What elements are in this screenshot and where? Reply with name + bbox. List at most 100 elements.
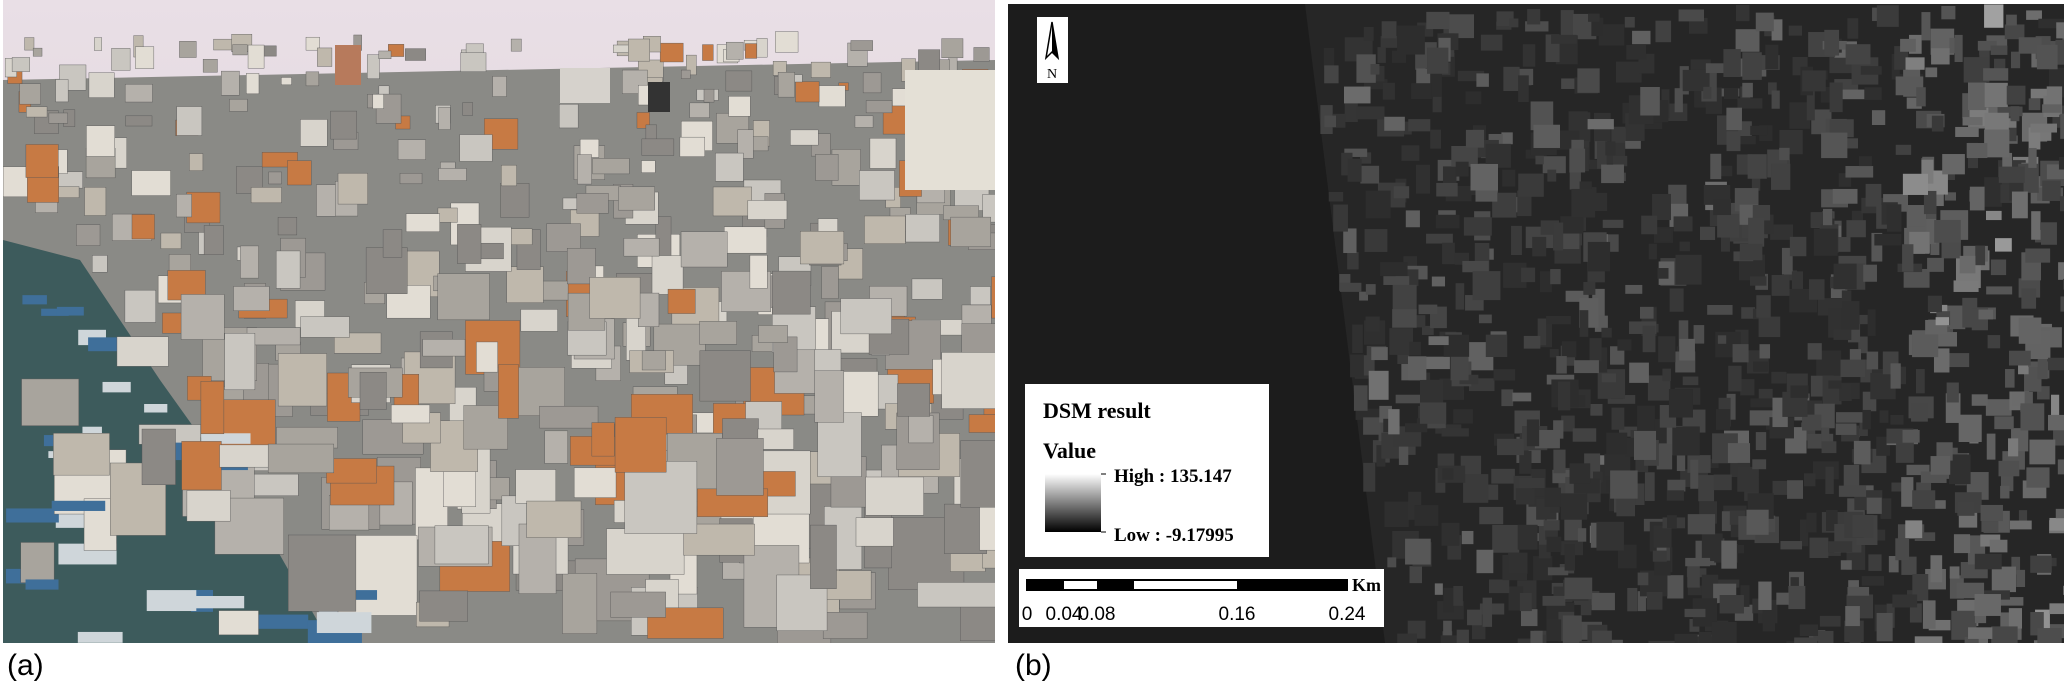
dsm-building [1833, 329, 1852, 340]
dsm-building [2005, 369, 2015, 388]
building [991, 276, 995, 319]
dsm-building [1577, 528, 1587, 542]
dsm-building [1488, 579, 1510, 594]
dsm-building [1909, 231, 1930, 254]
dsm-building [1765, 44, 1779, 70]
dsm-building [1771, 274, 1790, 296]
building [982, 194, 995, 223]
dsm-building [1397, 25, 1425, 55]
dsm-building [1656, 444, 1673, 470]
dsm-building [1726, 107, 1742, 131]
dsm-building [1990, 259, 2007, 276]
building [822, 612, 868, 639]
dsm-building [1462, 260, 1489, 273]
legend-subtitle: Value [1043, 438, 1096, 463]
dsm-building [1461, 530, 1474, 545]
dsm-building [1787, 480, 1804, 499]
dsm-building [1813, 630, 1834, 643]
building [667, 288, 696, 314]
dsm-building [1839, 383, 1852, 402]
building [679, 136, 705, 157]
building [462, 102, 473, 116]
dsm-building [2037, 628, 2062, 643]
dsm-building [1530, 630, 1543, 643]
building [229, 98, 248, 112]
dsm-building [1905, 520, 1923, 539]
building [864, 215, 906, 244]
boat [316, 612, 372, 634]
building [814, 370, 845, 423]
dsm-building [2026, 467, 2050, 488]
dsm-building [1633, 430, 1657, 460]
building [498, 364, 519, 419]
dsm-building [2038, 18, 2064, 29]
dsm-building [1344, 86, 1371, 104]
dsm-building [1786, 641, 1802, 643]
dsm-building [1443, 620, 1452, 636]
building [437, 273, 490, 321]
dsm-building [1840, 359, 1865, 378]
dsm-building [1740, 585, 1750, 607]
dsm-building [1693, 325, 1705, 344]
building [317, 47, 333, 67]
dsm-building [2058, 156, 2064, 170]
dsm-building [2059, 196, 2064, 212]
dsm-building [1962, 117, 1983, 126]
dsm-building [1788, 585, 1806, 610]
dsm-building [1364, 229, 1388, 252]
dsm-building [2057, 459, 2064, 475]
building [859, 170, 895, 201]
dsm-building [1476, 73, 1489, 87]
building [689, 102, 710, 118]
building [326, 458, 377, 484]
dsm-building [1564, 518, 1582, 541]
dsm-building [1381, 21, 1397, 39]
dsm-panel [1008, 4, 2064, 643]
dsm-building [1863, 264, 1877, 282]
building [300, 119, 328, 147]
dsm-building [1728, 365, 1742, 392]
dsm-building [1687, 560, 1700, 588]
dsm-building [1564, 543, 1576, 571]
dsm-building [1987, 335, 2001, 349]
dsm-building [1902, 429, 1920, 443]
dsm-building [1441, 522, 1460, 546]
dsm-building [1463, 474, 1489, 503]
building [405, 48, 426, 61]
building [300, 316, 350, 338]
dsm-building [1517, 638, 1539, 643]
dsm-building [1482, 597, 1493, 627]
dsm-building [1641, 215, 1658, 235]
dsm-building [1687, 514, 1716, 535]
dsm-building [1998, 460, 2020, 477]
building [288, 534, 357, 612]
dsm-building [1408, 119, 1431, 132]
dsm-building [1579, 641, 1591, 643]
boat [251, 614, 309, 629]
dsm-building [1984, 129, 2010, 158]
dsm-building [1518, 75, 1529, 103]
dsm-building [1943, 353, 1970, 368]
dsm-building [1989, 539, 2008, 553]
dsm-building [1719, 165, 1733, 177]
dsm-building [1587, 241, 1611, 272]
dsm-building [1370, 63, 1380, 75]
dsm-building [1845, 44, 1871, 65]
dsm-building [1590, 403, 1603, 416]
dsm-building [1415, 164, 1430, 194]
dsm-building [1561, 341, 1577, 358]
dsm-building [1781, 247, 1793, 275]
building [189, 153, 204, 171]
dsm-building [1511, 225, 1522, 256]
building [57, 171, 83, 189]
dsm-building [2018, 510, 2028, 522]
dsm-building [1713, 474, 1732, 491]
building [821, 266, 839, 299]
dsm-building [1909, 603, 1922, 623]
dsm-building [1942, 154, 1965, 175]
dsm-building [1876, 612, 1893, 642]
dsm-building [1407, 356, 1427, 380]
legend-title: DSM result [1043, 398, 1151, 423]
dsm-building [1601, 164, 1624, 184]
